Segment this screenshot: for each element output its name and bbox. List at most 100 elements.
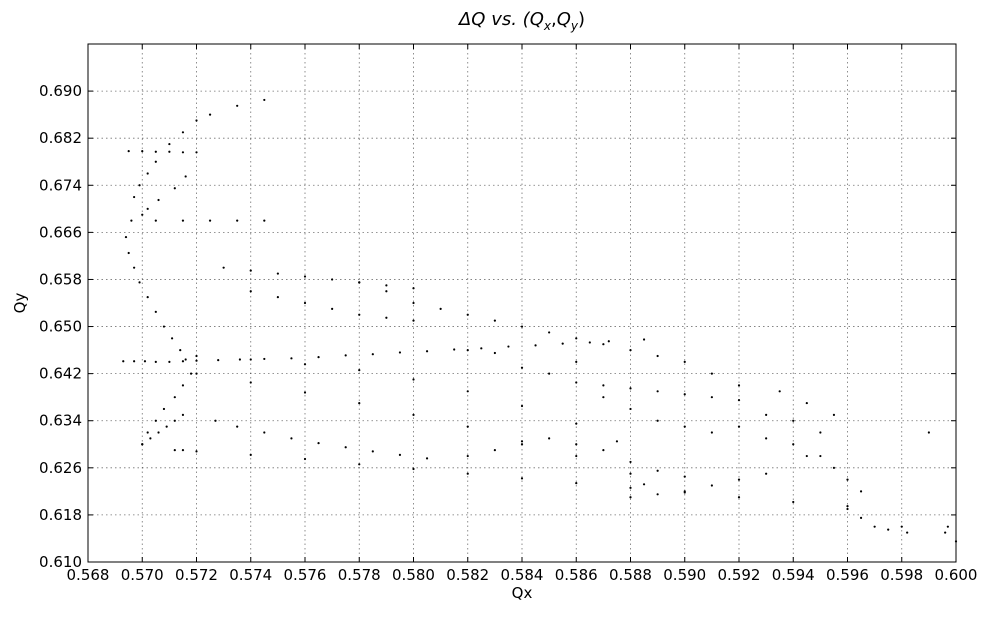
data-point bbox=[317, 356, 320, 359]
grid-layer bbox=[87, 44, 957, 563]
data-point bbox=[249, 453, 252, 456]
data-point bbox=[642, 483, 646, 486]
data-point bbox=[629, 407, 632, 411]
data-point bbox=[765, 413, 768, 416]
data-point bbox=[656, 390, 659, 393]
x-tick-label: 0.572 bbox=[175, 566, 218, 584]
data-point bbox=[154, 150, 157, 153]
data-point bbox=[290, 357, 293, 360]
y-tick-label: 0.658 bbox=[39, 270, 82, 288]
data-point bbox=[683, 425, 686, 428]
data-point bbox=[146, 296, 149, 299]
data-point bbox=[385, 284, 388, 287]
data-point bbox=[575, 482, 578, 485]
data-point bbox=[832, 413, 836, 416]
data-point bbox=[168, 360, 171, 363]
data-point bbox=[303, 275, 307, 278]
data-point bbox=[181, 413, 185, 416]
data-point bbox=[165, 425, 168, 428]
data-point bbox=[154, 219, 157, 222]
data-point bbox=[656, 493, 659, 496]
data-point bbox=[173, 419, 176, 422]
data-point bbox=[805, 454, 808, 458]
data-point bbox=[276, 296, 279, 299]
data-point bbox=[157, 198, 160, 202]
data-point bbox=[575, 381, 578, 384]
x-tick-label: 0.576 bbox=[284, 566, 327, 584]
data-point bbox=[412, 287, 415, 290]
data-point bbox=[480, 347, 483, 350]
data-point bbox=[575, 454, 578, 458]
data-point bbox=[168, 150, 171, 153]
data-point bbox=[792, 443, 795, 446]
data-point bbox=[466, 425, 469, 428]
data-point bbox=[575, 337, 578, 340]
data-point bbox=[846, 504, 849, 508]
x-tick-label: 0.570 bbox=[121, 566, 164, 584]
data-point bbox=[548, 437, 551, 440]
y-tick-label: 0.618 bbox=[39, 506, 82, 524]
data-point bbox=[189, 372, 193, 375]
title-qx-subscript: x bbox=[543, 19, 552, 33]
data-point bbox=[737, 384, 741, 387]
data-point bbox=[303, 457, 307, 461]
x-tick-label: 0.568 bbox=[67, 566, 110, 584]
y-tick-label: 0.634 bbox=[39, 412, 82, 430]
data-point bbox=[385, 316, 388, 319]
data-point bbox=[873, 525, 876, 528]
data-point bbox=[683, 475, 686, 478]
x-tick-label: 0.598 bbox=[880, 566, 923, 584]
data-point bbox=[154, 360, 157, 363]
data-point bbox=[173, 396, 176, 399]
data-point bbox=[179, 348, 182, 352]
y-tick-label: 0.610 bbox=[39, 553, 82, 571]
data-point bbox=[412, 301, 415, 305]
data-point bbox=[765, 437, 768, 440]
data-point bbox=[154, 310, 157, 313]
data-point bbox=[217, 359, 220, 362]
data-point bbox=[236, 219, 239, 222]
data-point bbox=[303, 363, 307, 366]
x-tick-label: 0.582 bbox=[446, 566, 489, 584]
y-axis-label: Qy bbox=[11, 293, 29, 314]
data-point bbox=[520, 325, 524, 328]
data-point bbox=[859, 516, 863, 519]
y-tick-label: 0.690 bbox=[39, 82, 82, 100]
data-point bbox=[127, 251, 130, 255]
data-point bbox=[143, 360, 147, 363]
y-tick-label: 0.642 bbox=[39, 365, 82, 383]
data-point bbox=[412, 319, 415, 322]
data-point bbox=[146, 207, 149, 210]
data-point bbox=[412, 467, 415, 471]
data-point bbox=[900, 525, 903, 528]
data-point bbox=[127, 150, 130, 153]
data-point bbox=[792, 419, 795, 422]
data-point bbox=[124, 235, 128, 239]
data-point bbox=[303, 301, 307, 305]
data-point bbox=[656, 354, 659, 358]
data-point bbox=[737, 478, 741, 481]
x-tick-label: 0.574 bbox=[229, 566, 272, 584]
data-point bbox=[710, 431, 713, 434]
data-point bbox=[846, 478, 849, 481]
data-point bbox=[520, 404, 524, 408]
data-point bbox=[168, 142, 171, 146]
data-point bbox=[208, 113, 212, 116]
x-tick-label: 0.600 bbox=[935, 566, 978, 584]
data-point bbox=[453, 348, 456, 351]
data-point bbox=[944, 531, 947, 534]
data-point bbox=[493, 351, 496, 355]
x-tick-label: 0.594 bbox=[772, 566, 815, 584]
data-point bbox=[683, 360, 686, 363]
data-point bbox=[805, 401, 808, 405]
data-point bbox=[141, 213, 144, 216]
data-point bbox=[358, 281, 361, 284]
title-qy: Q bbox=[557, 9, 571, 30]
data-point bbox=[710, 484, 713, 487]
data-point bbox=[214, 419, 217, 422]
data-point bbox=[181, 131, 185, 134]
data-point bbox=[138, 281, 141, 284]
data-point bbox=[236, 104, 239, 107]
data-point bbox=[344, 446, 347, 449]
data-point bbox=[466, 472, 469, 475]
